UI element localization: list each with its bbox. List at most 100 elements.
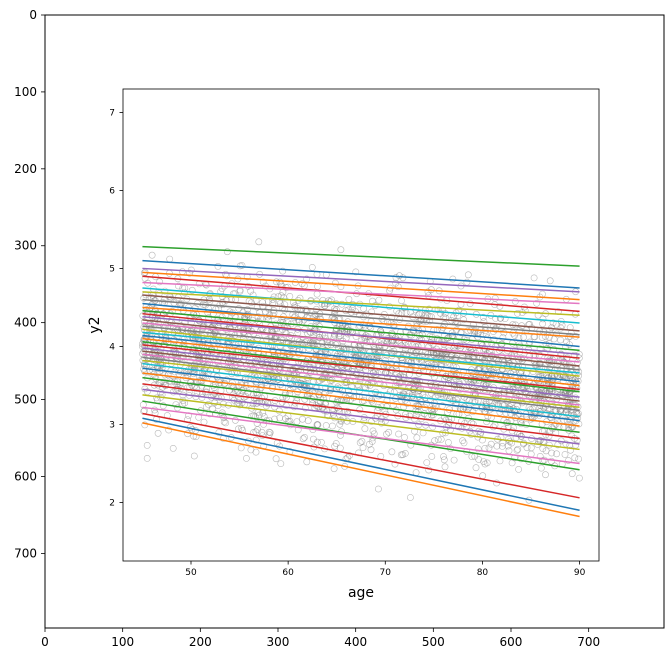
scatter-point bbox=[383, 430, 390, 438]
outer-y-tick-label: 400 bbox=[14, 316, 37, 330]
outer-y-tick-label: 0 bbox=[29, 8, 37, 22]
scatter-point bbox=[331, 279, 339, 287]
scatter-point bbox=[352, 333, 360, 340]
scatter-point bbox=[191, 382, 199, 390]
scatter-point bbox=[385, 428, 393, 436]
scatter-point bbox=[460, 439, 468, 447]
scatter-point bbox=[388, 448, 396, 456]
scatter-point bbox=[281, 301, 289, 308]
scatter-point bbox=[276, 278, 284, 286]
scatter-point bbox=[244, 306, 251, 314]
scatter-point bbox=[434, 436, 442, 443]
scatter-point bbox=[517, 354, 525, 362]
scatter-point bbox=[391, 460, 399, 468]
scatter-point bbox=[242, 454, 250, 462]
scatter-point bbox=[323, 407, 331, 415]
scatter-point bbox=[356, 406, 364, 414]
scatter-point bbox=[299, 415, 306, 423]
scatter-point bbox=[557, 336, 564, 344]
scatter-point bbox=[279, 348, 287, 356]
scatter-point bbox=[427, 406, 435, 413]
regression-line bbox=[142, 275, 580, 313]
scatter-point bbox=[522, 389, 530, 397]
scatter-point bbox=[158, 361, 166, 369]
regression-line bbox=[142, 383, 580, 440]
scatter-point bbox=[259, 299, 266, 306]
regression-line bbox=[142, 322, 580, 363]
outer-y-tick-label: 300 bbox=[14, 239, 37, 253]
regression-line bbox=[142, 302, 580, 348]
scatter-point bbox=[404, 379, 412, 387]
scatter-point bbox=[390, 388, 398, 396]
scatter-point bbox=[236, 360, 244, 368]
scatter-point bbox=[317, 438, 325, 446]
regression-line bbox=[142, 298, 580, 336]
scatter-point bbox=[146, 328, 153, 335]
scatter-point bbox=[363, 338, 370, 346]
scatter-point bbox=[153, 394, 160, 402]
scatter-point bbox=[165, 426, 173, 434]
scatter-point bbox=[546, 326, 554, 334]
scatter-point bbox=[446, 395, 454, 403]
scatter-point bbox=[539, 315, 547, 323]
scatter-point bbox=[480, 318, 488, 325]
scatter-point bbox=[452, 326, 460, 334]
scatter-point bbox=[291, 312, 299, 320]
scatter-point bbox=[377, 327, 384, 335]
scatter-point bbox=[355, 449, 362, 457]
scatter-point bbox=[150, 309, 158, 317]
scatter-point bbox=[442, 314, 450, 322]
scatter-point bbox=[413, 377, 420, 385]
scatter-point bbox=[284, 319, 292, 327]
scatter-point bbox=[424, 360, 432, 368]
outer-y-tick-label: 200 bbox=[14, 162, 37, 176]
regression-line bbox=[142, 309, 580, 352]
scatter-point bbox=[215, 429, 223, 436]
scatter-point bbox=[219, 328, 227, 336]
scatter-point bbox=[255, 238, 263, 246]
scatter-point bbox=[299, 435, 307, 443]
scatter-point bbox=[549, 319, 557, 327]
scatter-point bbox=[546, 277, 554, 285]
regression-line bbox=[142, 367, 580, 422]
scatter-point bbox=[498, 345, 505, 353]
regression-line bbox=[142, 406, 580, 465]
scatter-point bbox=[320, 407, 328, 414]
x-axis-label: age bbox=[348, 585, 374, 601]
scatter-point bbox=[498, 352, 506, 360]
regression-line bbox=[142, 362, 580, 418]
scatter-point bbox=[573, 411, 581, 418]
scatter-point bbox=[272, 455, 280, 463]
scatter-point bbox=[188, 286, 196, 294]
scatter-point bbox=[534, 311, 542, 319]
scatter-point bbox=[424, 363, 432, 371]
scatter-point bbox=[479, 313, 487, 321]
scatter-point bbox=[222, 419, 230, 427]
scatter-point bbox=[303, 307, 311, 315]
scatter-point bbox=[406, 412, 413, 420]
scatter-point bbox=[467, 431, 475, 438]
scatter-point bbox=[501, 315, 509, 322]
scatter-point bbox=[538, 373, 546, 380]
scatter-point bbox=[440, 456, 448, 464]
scatter-point bbox=[291, 302, 299, 310]
scatter-point bbox=[356, 311, 363, 319]
scatter-point bbox=[234, 399, 242, 407]
scatter-point bbox=[226, 355, 233, 363]
regression-line bbox=[142, 359, 580, 409]
scatter-point bbox=[326, 370, 334, 378]
regression-line bbox=[142, 417, 580, 512]
scatter-point bbox=[434, 306, 442, 314]
scatter-point bbox=[472, 464, 480, 472]
scatter-point bbox=[397, 372, 404, 379]
scatter-point bbox=[491, 355, 499, 363]
scatter-point bbox=[148, 251, 156, 259]
scatter-point bbox=[548, 449, 555, 457]
scatter-point bbox=[213, 367, 220, 375]
scatter-point bbox=[181, 289, 188, 296]
scatter-point bbox=[471, 328, 478, 335]
scatter-point bbox=[511, 297, 519, 305]
scatter-point bbox=[172, 401, 180, 408]
scatter-point bbox=[303, 382, 310, 389]
scatter-point bbox=[321, 347, 329, 355]
